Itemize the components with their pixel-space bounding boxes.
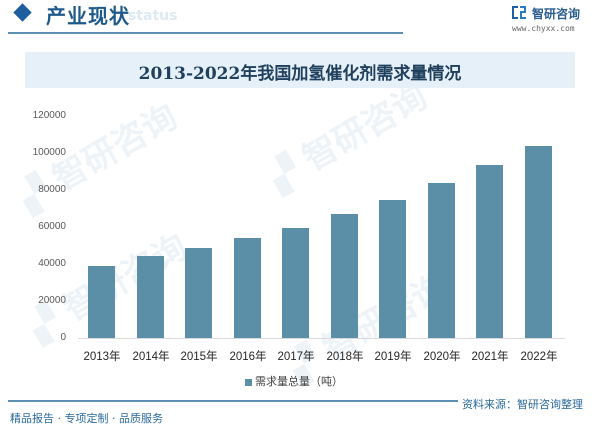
footer-divider bbox=[8, 400, 458, 402]
section-title: 产业现状 bbox=[46, 4, 130, 28]
x-tick-label: 2021年 bbox=[471, 351, 509, 363]
watermark: ▞ 智研咨询 bbox=[263, 76, 435, 199]
x-tick-label: 2014年 bbox=[132, 351, 170, 363]
footer-slogan: 精品报告 · 专项定制 · 品质服务 bbox=[10, 412, 163, 425]
bar bbox=[88, 265, 115, 338]
bar bbox=[524, 145, 552, 338]
x-tick-label: 2020年 bbox=[423, 351, 461, 363]
bar bbox=[427, 182, 455, 338]
y-tick-label: 40000 bbox=[38, 258, 66, 269]
y-tick-label: 0 bbox=[60, 332, 66, 343]
bar bbox=[282, 228, 309, 338]
y-tick-label: 120000 bbox=[32, 110, 66, 121]
chart-legend: 需求量总量（吨） bbox=[245, 373, 343, 389]
x-tick-label: 2019年 bbox=[374, 351, 412, 363]
chart-title: 2013-2022年我国加氢催化剂需求量情况 bbox=[138, 64, 462, 84]
legend-label: 需求量总量（吨） bbox=[255, 375, 343, 388]
x-tick-label: 2015年 bbox=[180, 351, 218, 363]
header-divider bbox=[8, 32, 403, 34]
y-tick-label: 20000 bbox=[38, 295, 66, 306]
brand-url: www.chyxx.com bbox=[512, 24, 575, 33]
legend-swatch bbox=[245, 378, 252, 386]
bar bbox=[185, 247, 212, 338]
x-tick-label: 2016年 bbox=[229, 351, 267, 363]
y-tick-label: 60000 bbox=[38, 221, 66, 232]
bar bbox=[136, 256, 164, 338]
chart-title-band: 2013-2022年我国加氢催化剂需求量情况 bbox=[25, 52, 575, 88]
x-tick-label: 2017年 bbox=[277, 351, 315, 363]
x-tick-label: 2022年 bbox=[520, 351, 558, 363]
bar bbox=[476, 165, 503, 338]
footer-source: 资料来源：智研咨询整理 bbox=[462, 398, 583, 411]
bar bbox=[379, 199, 406, 338]
bar bbox=[330, 214, 358, 338]
diamond-icon bbox=[13, 3, 32, 22]
bar bbox=[233, 237, 261, 338]
x-tick-label: 2013年 bbox=[83, 351, 121, 363]
y-tick-label: 80000 bbox=[38, 184, 66, 195]
brand-logo-icon bbox=[512, 6, 526, 19]
x-axis-line bbox=[78, 338, 565, 339]
brand-name: 智研咨询 bbox=[532, 7, 581, 21]
section-ghost-text: status bbox=[128, 8, 178, 24]
y-tick-label: 100000 bbox=[32, 147, 66, 158]
x-tick-label: 2018年 bbox=[326, 351, 364, 363]
